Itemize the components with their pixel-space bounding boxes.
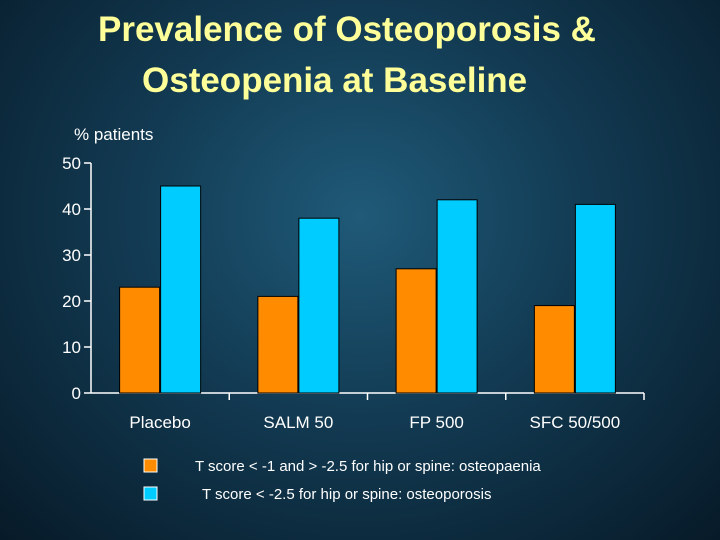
title-line-2: Osteopenia at Baseline (142, 61, 528, 100)
x-tick-label: SALM 50 (263, 413, 333, 432)
y-tick-label: 40 (62, 200, 81, 219)
x-tick-label: SFC 50/500 (530, 413, 621, 432)
y-tick-label: 30 (62, 246, 81, 265)
y-tick-label: 20 (62, 292, 81, 311)
y-ticks: 0 10 20 30 40 50 (62, 154, 91, 403)
y-axis-label: % patients (74, 125, 153, 144)
x-ticks (228, 393, 645, 400)
bar-osteopaenia-0 (119, 286, 161, 394)
legend-label-osteopaenia: T score < -1 and > -2.5 for hip or spine… (195, 458, 541, 475)
x-tick-label: FP 500 (409, 413, 464, 432)
bars (119, 185, 616, 394)
bar-osteoporosis-0 (160, 185, 202, 394)
bar-osteoporosis-3 (574, 203, 616, 394)
bar-osteopaenia-1 (257, 295, 299, 394)
bar-osteoporosis-2 (436, 199, 478, 394)
bar-osteopaenia-3 (533, 305, 575, 394)
title-line-1: Prevalence of Osteoporosis & (98, 10, 596, 49)
y-tick-label: 0 (72, 384, 81, 403)
y-tick-label: 50 (62, 154, 81, 173)
bar-osteoporosis-1 (298, 217, 340, 394)
x-tick-label: Placebo (129, 413, 190, 432)
y-tick-label: 10 (62, 338, 81, 357)
legend-label-osteoporosis: T score < -2.5 for hip or spine: osteopo… (202, 486, 491, 503)
x-tick-labels: Placebo SALM 50 FP 500 SFC 50/500 (129, 413, 620, 432)
legend: T score < -1 and > -2.5 for hip or spine… (143, 458, 541, 503)
legend-swatch-osteoporosis (143, 486, 158, 501)
legend-swatch-osteopaenia (143, 458, 158, 473)
bar-osteopaenia-2 (395, 268, 437, 394)
